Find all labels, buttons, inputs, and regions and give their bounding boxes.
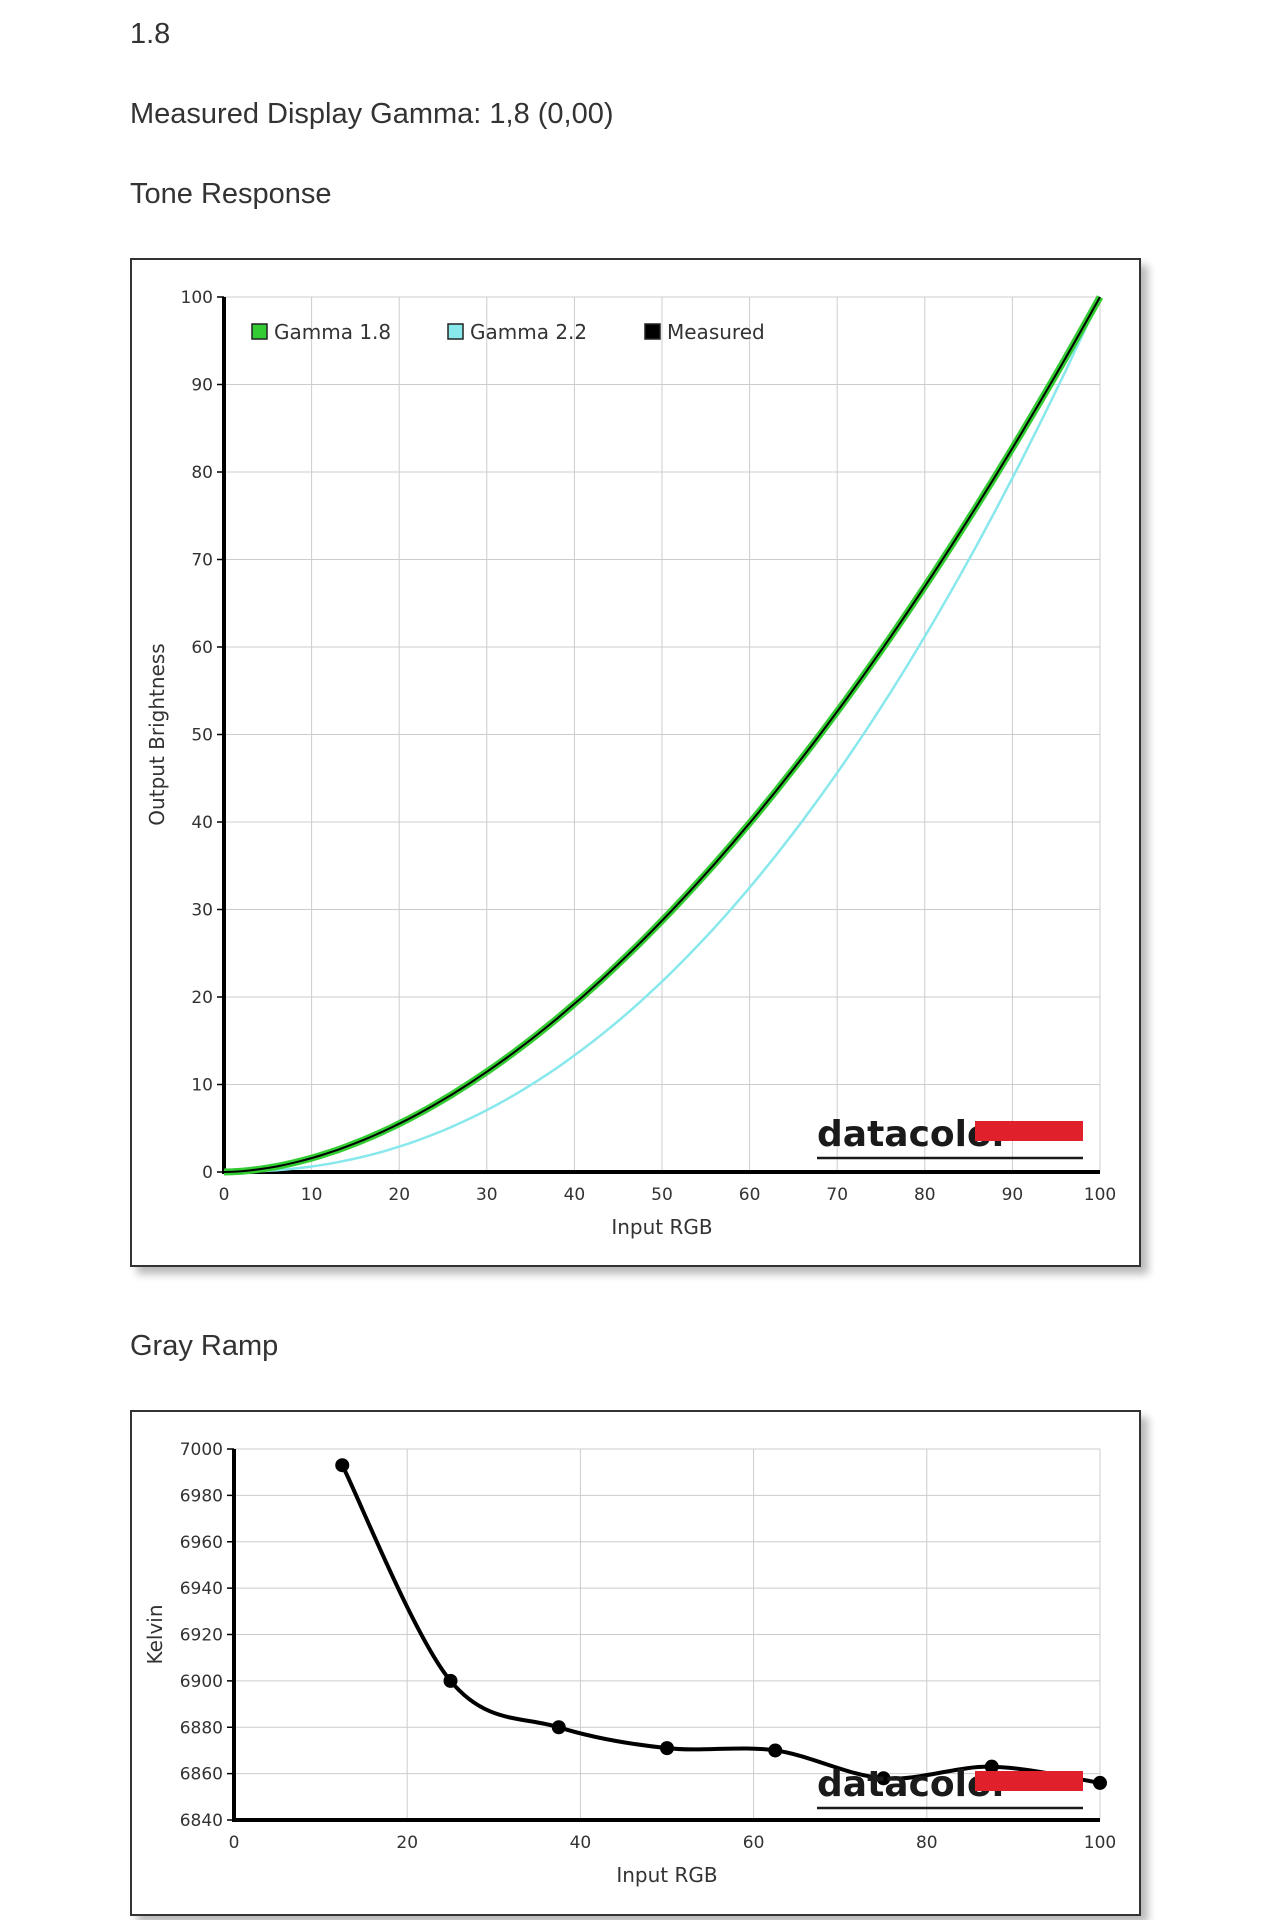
y-tick-label: 10 xyxy=(191,1076,213,1096)
x-tick-label: 50 xyxy=(651,1185,673,1205)
y-tick-label: 50 xyxy=(191,726,213,746)
y-axis-title: Output Brightness xyxy=(145,643,169,825)
x-tick-label: 80 xyxy=(916,1833,938,1853)
tone-response-panel: 0 10 20 30 40 50 60 70 80 90 100 0 10 20 30 40 50 60 70 80 9… xyxy=(130,258,1141,1267)
y-tick-label: 30 xyxy=(191,901,213,921)
series-line-measured xyxy=(223,296,1101,1173)
legend-label: Gamma 2.2 xyxy=(470,320,587,344)
x-axis-title: Input RGB xyxy=(611,1215,712,1239)
gray-ramp-panel: 0 20 40 60 80 100 6840 6860 6880 6900 6920 6940 6960… xyxy=(130,1410,1141,1916)
y-tick-label: 40 xyxy=(191,813,213,833)
x-tick-label: 80 xyxy=(914,1185,936,1205)
x-tick-label: 70 xyxy=(826,1185,848,1205)
x-tick-label: 20 xyxy=(396,1833,418,1853)
y-tick-label: 7000 xyxy=(180,1440,223,1460)
legend-label: Gamma 1.8 xyxy=(274,320,391,344)
y-tick-label: 60 xyxy=(191,638,213,658)
y-tick-label: 6940 xyxy=(180,1579,223,1599)
y-tick-label: 6920 xyxy=(180,1626,223,1646)
series-line-gamma-2-2 xyxy=(224,296,1102,1174)
y-tick-label: 90 xyxy=(191,376,213,396)
data-point xyxy=(1093,1775,1107,1790)
y-tick-label: 0 xyxy=(202,1163,213,1183)
y-tick-label: 6980 xyxy=(180,1486,223,1506)
x-tick-label: 40 xyxy=(564,1185,586,1205)
x-axis-title: Input RGB xyxy=(616,1863,717,1887)
legend-swatch xyxy=(644,323,661,340)
data-point xyxy=(984,1759,999,1774)
y-tick-label: 100 xyxy=(181,288,213,308)
x-tick-label: 30 xyxy=(476,1185,498,1205)
x-tick-label: 10 xyxy=(301,1185,323,1205)
x-tick-label: 100 xyxy=(1084,1833,1116,1853)
y-tick-label: 6900 xyxy=(180,1672,223,1692)
datacolor-logo-bar xyxy=(975,1771,1083,1791)
data-point xyxy=(335,1458,350,1473)
data-point xyxy=(768,1743,783,1758)
gamma-value-heading: 1.8 xyxy=(130,18,171,50)
x-tick-label: 100 xyxy=(1084,1185,1116,1205)
datacolor-logo: datacolor xyxy=(817,1114,1083,1160)
series-line-kelvin xyxy=(340,1464,1101,1785)
gray-ramp-title: Gray Ramp xyxy=(130,1330,279,1362)
y-axis-title: Kelvin xyxy=(143,1604,167,1664)
legend-swatch xyxy=(447,323,464,340)
datacolor-logo-bar xyxy=(975,1121,1083,1141)
datacolor-logo: datacolor xyxy=(817,1764,1083,1810)
y-tick-label: 20 xyxy=(191,988,213,1008)
tone-response-chart: 0 10 20 30 40 50 60 70 80 90 100 0 10 20 30 40 50 60 70 80 9… xyxy=(145,288,1116,1239)
tone-response-title: Tone Response xyxy=(130,178,332,210)
y-tick-label: 6960 xyxy=(180,1533,223,1553)
legend-label: Measured xyxy=(667,320,765,344)
y-tick-label: 6840 xyxy=(180,1811,223,1831)
data-point xyxy=(876,1771,891,1786)
legend-swatch xyxy=(251,323,268,340)
x-tick-label: 20 xyxy=(388,1185,410,1205)
y-tick-label: 6880 xyxy=(180,1718,223,1738)
y-tick-label: 80 xyxy=(191,463,213,483)
y-tick-label: 6860 xyxy=(180,1765,223,1785)
data-point xyxy=(660,1741,674,1756)
gray-ramp-chart: 0 20 40 60 80 100 6840 6860 6880 6900 6920 6940 6960… xyxy=(143,1440,1116,1887)
x-tick-label: 0 xyxy=(229,1833,240,1853)
x-tick-label: 60 xyxy=(743,1833,765,1853)
x-tick-label: 60 xyxy=(739,1185,761,1205)
x-tick-label: 40 xyxy=(570,1833,592,1853)
x-tick-label: 0 xyxy=(219,1185,230,1205)
y-tick-label: 70 xyxy=(191,551,213,571)
x-tick-label: 90 xyxy=(1002,1185,1024,1205)
measured-gamma-text: Measured Display Gamma: 1,8 (0,00) xyxy=(130,98,614,130)
data-point xyxy=(551,1720,566,1735)
data-point xyxy=(443,1673,458,1688)
